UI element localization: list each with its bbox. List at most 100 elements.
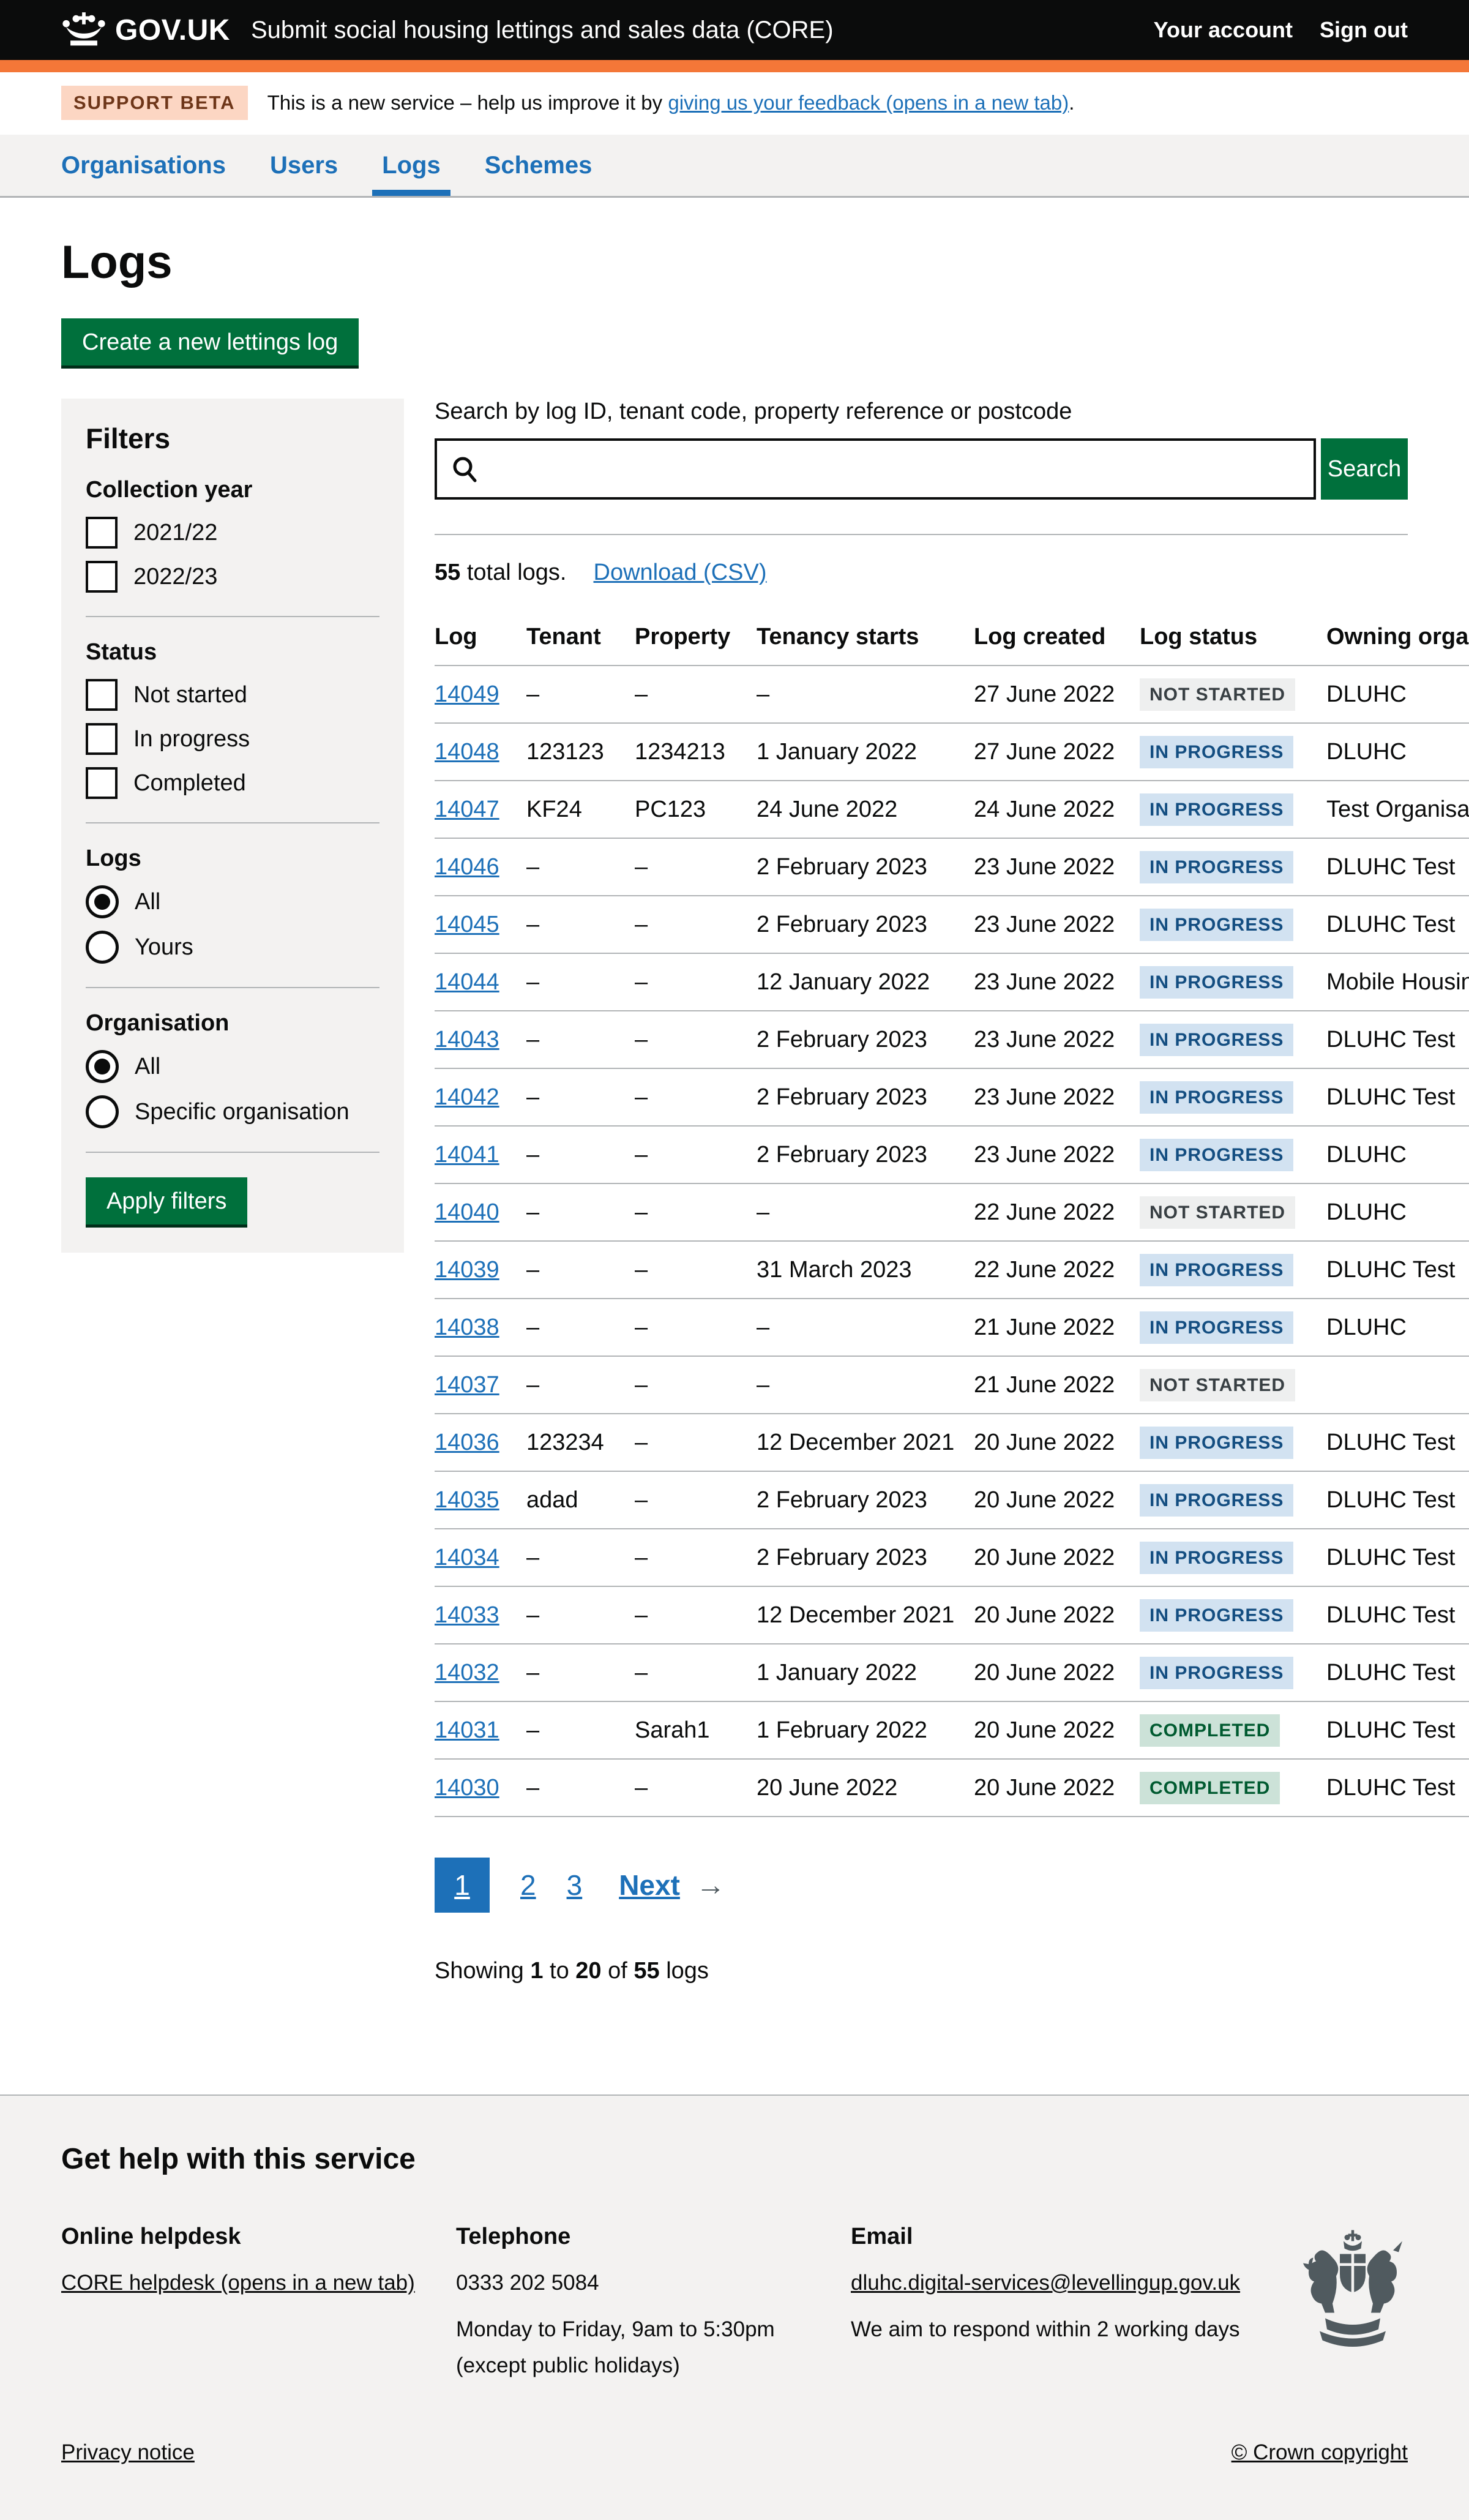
log-id-link[interactable]: 14032 (435, 1659, 499, 1686)
log-id-link[interactable]: 14049 (435, 681, 499, 707)
log-id-link[interactable]: 14041 (435, 1141, 499, 1168)
filter-group-collection-year: Collection year 2021/22 2022/23 (86, 477, 379, 593)
option-label: All (135, 1053, 161, 1079)
nav-link-organisations[interactable]: Organisations (61, 151, 226, 179)
cell-tenancy-starts: – (757, 1183, 974, 1242)
log-id-link[interactable]: 14031 (435, 1717, 499, 1743)
log-id-link[interactable]: 14034 (435, 1544, 499, 1570)
crown-copyright-link[interactable]: © Crown copyright (1231, 2440, 1408, 2464)
radio-all[interactable]: All (86, 885, 379, 918)
radio-specific-organisation[interactable]: Specific organisation (86, 1095, 379, 1128)
radio-control[interactable] (86, 1050, 119, 1083)
radio-control[interactable] (86, 885, 119, 918)
radio-control[interactable] (86, 931, 119, 964)
cell-tenancy-starts: 2 February 2023 (757, 838, 974, 896)
log-id-link[interactable]: 14045 (435, 911, 499, 937)
table-row: 14045– –2 February 2023 23 June 2022 IN PRO… (435, 896, 1469, 954)
cell-log-status: IN PROGRESS (1140, 1068, 1326, 1127)
royal-coat-of-arms (1298, 2230, 1408, 2382)
footer-telephone-column: Telephone 0333 202 5084 Monday to Friday… (456, 2224, 851, 2382)
checkbox-completed[interactable]: Completed (86, 767, 379, 799)
log-id-link[interactable]: 14039 (435, 1256, 499, 1283)
log-id-link[interactable]: 14046 (435, 853, 499, 880)
status-badge: IN PROGRESS (1140, 1483, 1294, 1517)
log-id-link[interactable]: 14038 (435, 1314, 499, 1340)
apply-filters-button[interactable]: Apply filters (86, 1177, 248, 1224)
checkbox-not-started[interactable]: Not started (86, 679, 379, 711)
cell-log-status: IN PROGRESS (1140, 1586, 1326, 1644)
search-button[interactable]: Search (1321, 438, 1408, 500)
log-id-link[interactable]: 14036 (435, 1429, 499, 1455)
status-badge: IN PROGRESS (1140, 793, 1294, 826)
cell-property: – (635, 1644, 757, 1702)
cell-log: 14047 (435, 781, 526, 839)
cell-property: – (635, 953, 757, 1011)
nav-link-users[interactable]: Users (269, 151, 338, 179)
cell-log-status: IN PROGRESS (1140, 896, 1326, 954)
footer-email-column: Email dluhc.digital-services@levellingup… (851, 2224, 1246, 2382)
log-id-link[interactable]: 14047 (435, 796, 499, 822)
telephone-hours: Monday to Friday, 9am to 5:30pm (456, 2317, 775, 2341)
cell-log-status: COMPLETED (1140, 1701, 1326, 1760)
results-count-line: 55 total logs. Download (CSV) (435, 560, 1408, 586)
checkbox-control[interactable] (86, 723, 118, 755)
checkbox-2021-22[interactable]: 2021/22 (86, 517, 379, 549)
option-label: In progress (133, 726, 250, 752)
log-id-link[interactable]: 14037 (435, 1371, 499, 1398)
logs-table-body: 14049– – –27 June 2022 NOT STARTED DLUHC 1404… (435, 666, 1469, 1817)
log-id-link[interactable]: 14043 (435, 1026, 499, 1052)
cell-tenancy-starts: 2 February 2023 (757, 1529, 974, 1587)
govuk-logotype: GOV.UK (115, 13, 230, 47)
cell-log: 14035 (435, 1471, 526, 1529)
nav-link-logs[interactable]: Logs (382, 151, 441, 179)
log-id-link[interactable]: 14030 (435, 1774, 499, 1801)
checkbox-2022-23[interactable]: 2022/23 (86, 561, 379, 593)
showing-prefix: Showing (435, 1958, 531, 1984)
log-id-link[interactable]: 14044 (435, 969, 499, 995)
cell-log: 14042 (435, 1068, 526, 1127)
table-row: 14040– – –22 June 2022 NOT STARTED DLUHC (435, 1183, 1469, 1242)
pagination-page-2[interactable]: 2 (520, 1869, 536, 1901)
core-helpdesk-link[interactable]: CORE helpdesk (opens in a new tab) (61, 2271, 415, 2295)
create-lettings-log-button[interactable]: Create a new lettings log (61, 318, 359, 366)
checkbox-control[interactable] (86, 767, 118, 799)
service-name[interactable]: Submit social housing lettings and sales… (250, 16, 834, 43)
email-link[interactable]: dluhc.digital-services@levellingup.gov.u… (851, 2271, 1241, 2295)
log-id-link[interactable]: 14040 (435, 1199, 499, 1225)
telephone-number: 0333 202 5084 (456, 2271, 599, 2295)
beta-tag: SUPPORT BETA (61, 86, 248, 120)
sign-out-link[interactable]: Sign out (1320, 17, 1408, 42)
govuk-logo[interactable]: GOV.UK (61, 12, 230, 48)
search-input[interactable] (435, 438, 1316, 500)
pagination-next-link[interactable]: Next (619, 1869, 680, 1901)
cell-tenancy-starts: 24 June 2022 (757, 781, 974, 839)
radio-all[interactable]: All (86, 1050, 379, 1083)
your-account-link[interactable]: Your account (1153, 17, 1293, 42)
log-id-link[interactable]: 14048 (435, 738, 499, 765)
privacy-notice-link[interactable]: Privacy notice (61, 2440, 195, 2464)
cell-log: 14032 (435, 1644, 526, 1702)
checkbox-control[interactable] (86, 679, 118, 711)
status-badge: IN PROGRESS (1140, 1253, 1294, 1286)
checkbox-in-progress[interactable]: In progress (86, 723, 379, 755)
log-id-link[interactable]: 14035 (435, 1487, 499, 1513)
log-id-link[interactable]: 14033 (435, 1602, 499, 1628)
checkbox-control[interactable] (86, 561, 118, 593)
cell-tenant: – (526, 1586, 635, 1644)
cell-tenant: – (526, 896, 635, 954)
cell-log: 14030 (435, 1759, 526, 1817)
pagination-page-1-current[interactable]: 1 (435, 1858, 490, 1913)
feedback-link[interactable]: giving us your feedback (opens in a new … (668, 91, 1069, 114)
radio-yours[interactable]: Yours (86, 931, 379, 964)
pagination-page-3[interactable]: 3 (566, 1869, 583, 1901)
cell-tenant: – (526, 1126, 635, 1184)
pagination-next-arrow-icon: → (695, 1869, 725, 1902)
cell-log-status: IN PROGRESS (1140, 781, 1326, 839)
radio-control[interactable] (86, 1095, 119, 1128)
checkbox-control[interactable] (86, 517, 118, 549)
nav-link-schemes[interactable]: Schemes (484, 151, 592, 179)
log-id-link[interactable]: 14042 (435, 1084, 499, 1110)
cell-log-created: 21 June 2022 (974, 1299, 1140, 1357)
download-csv-link[interactable]: Download (CSV) (593, 560, 767, 585)
